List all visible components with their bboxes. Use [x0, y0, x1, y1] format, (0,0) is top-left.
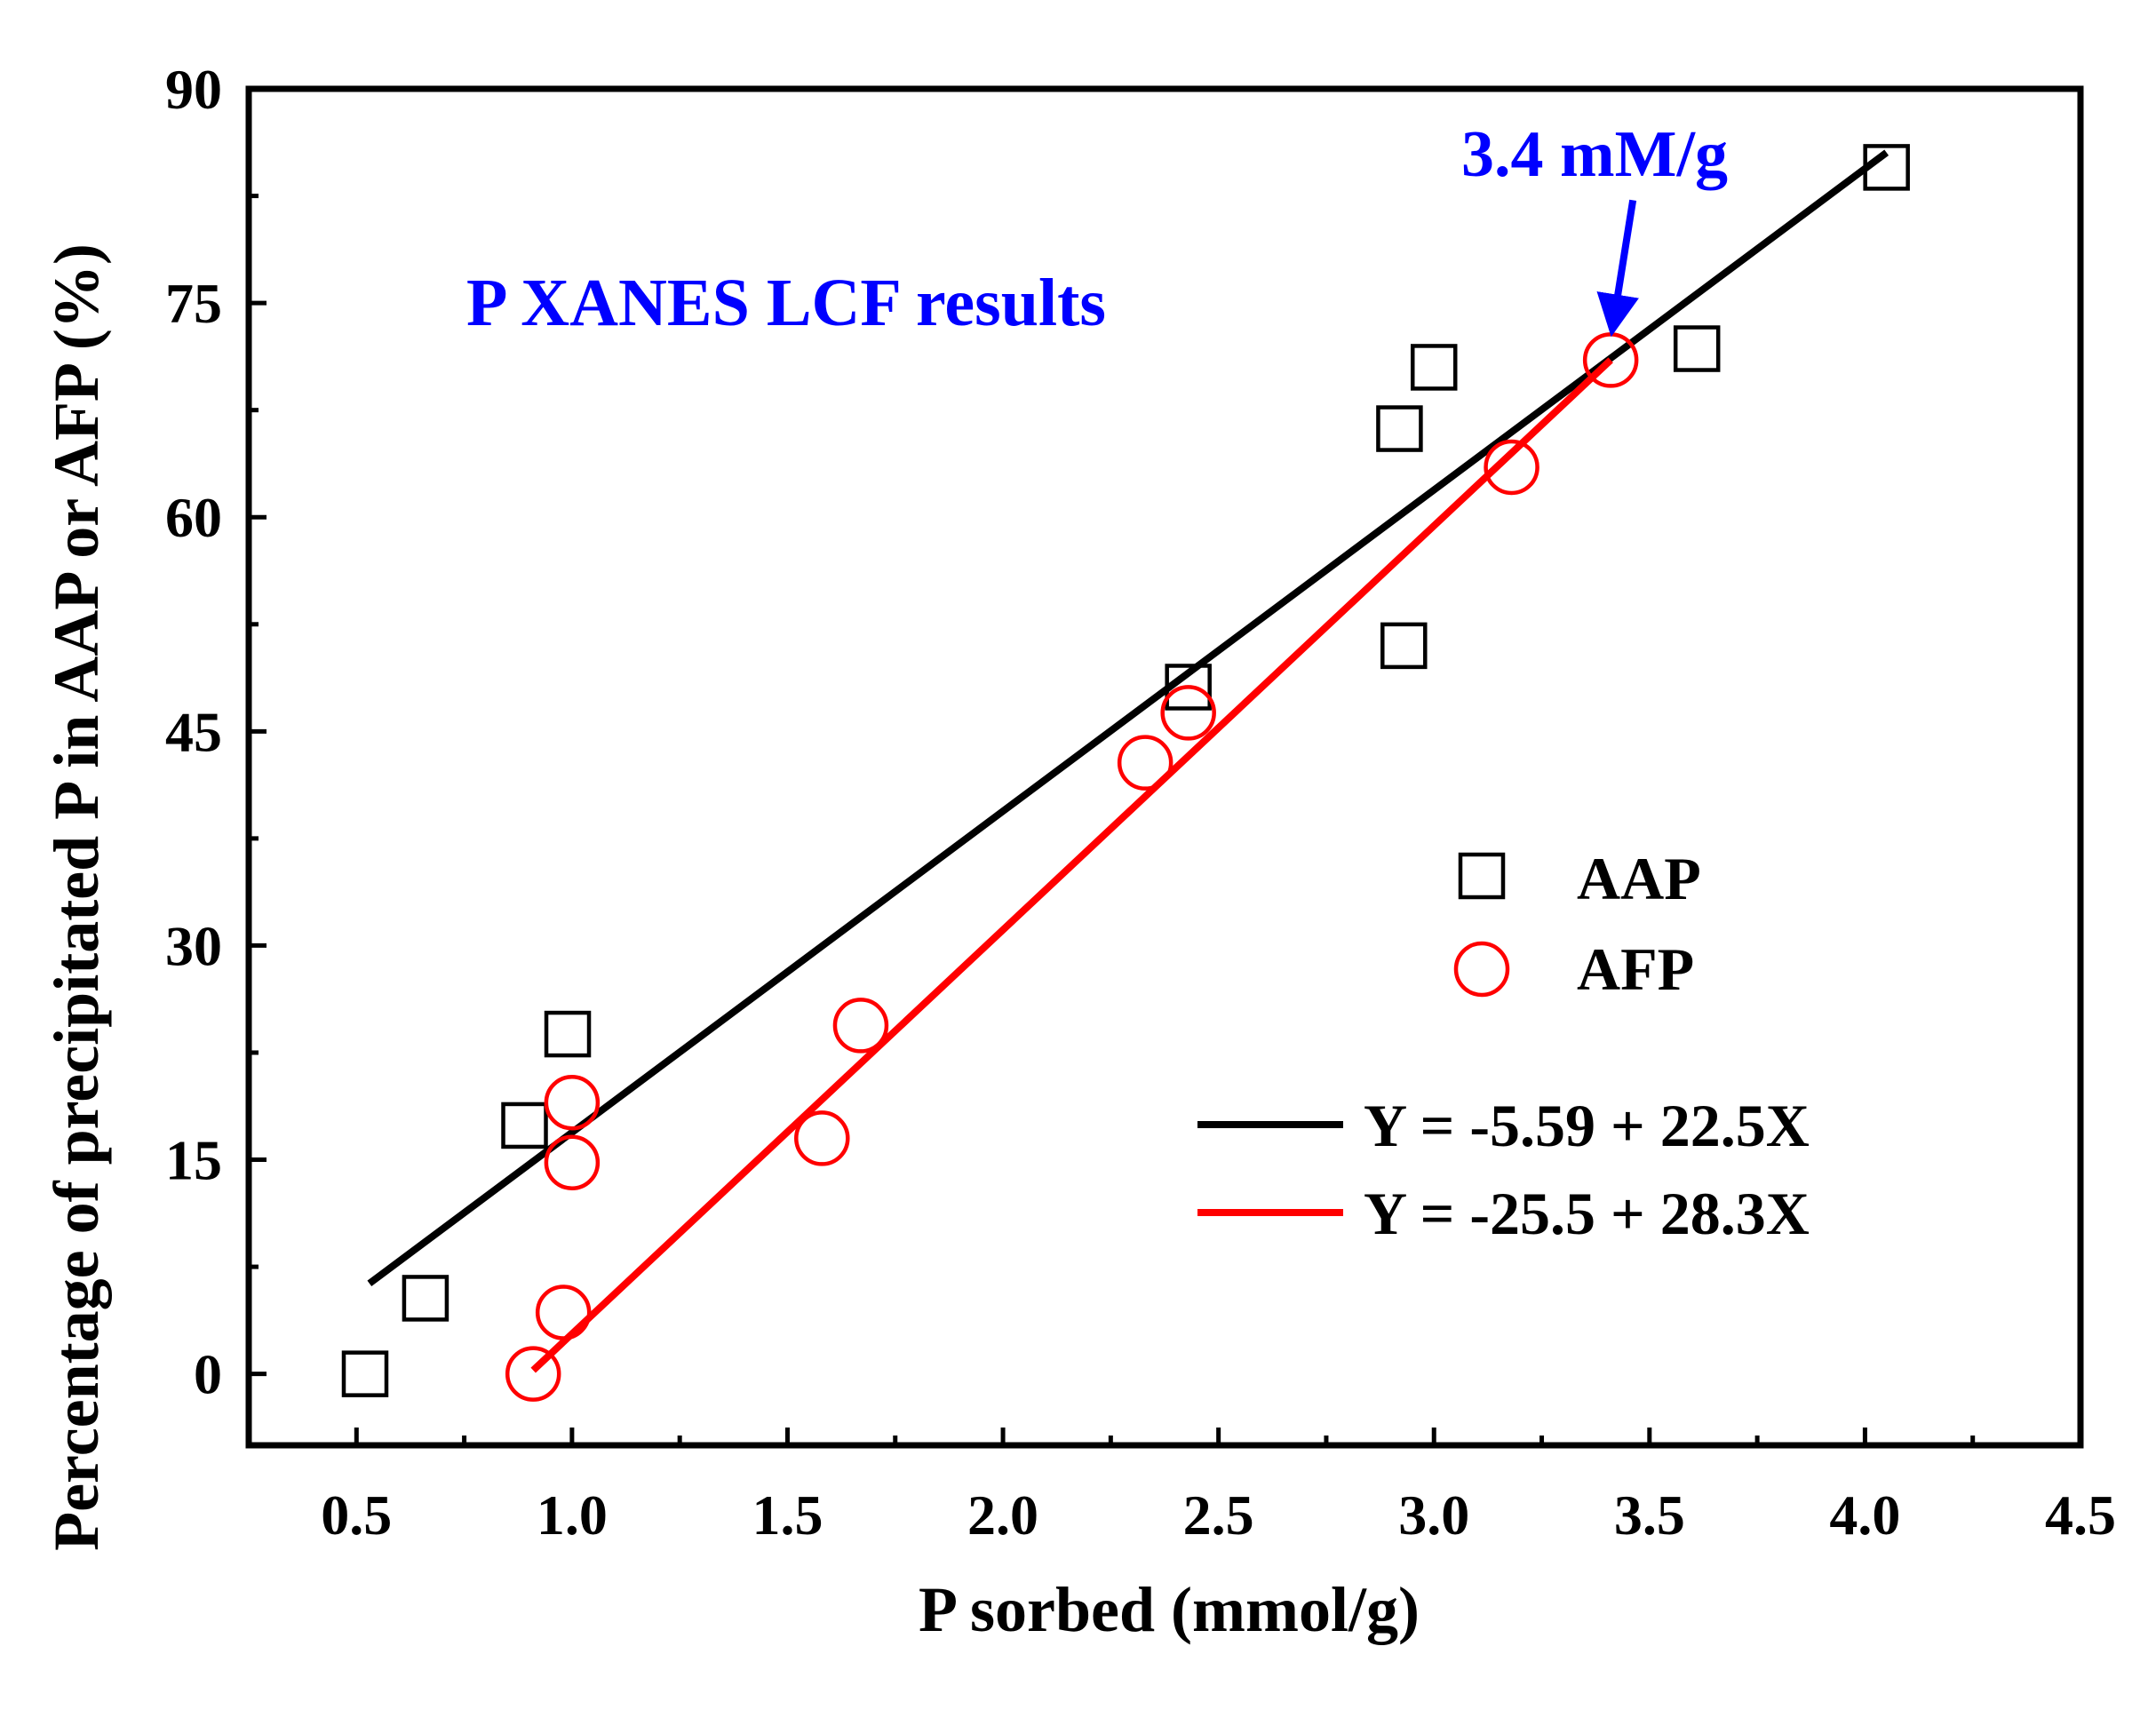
data-point-aap: [1380, 622, 1428, 670]
x-tick-label: 2.0: [967, 1483, 1038, 1547]
x-tick-label: 2.5: [1183, 1483, 1254, 1547]
data-point-aap: [1376, 405, 1423, 452]
x-tick-label: 1.5: [752, 1483, 823, 1547]
data-point-afp: [544, 1134, 601, 1190]
fit-lines: [367, 149, 1889, 1373]
data-point-afp: [1160, 685, 1216, 741]
x-tick-label: 4.0: [1829, 1483, 1900, 1547]
y-axis-label: Percentage of precipitated P in AAP or A…: [41, 243, 112, 1551]
legend-marker-afp: [1453, 941, 1510, 998]
legend-label-afp: AFP: [1577, 935, 1694, 1003]
x-tick-label: 1.0: [537, 1483, 608, 1547]
data-point-aap: [1410, 344, 1458, 391]
data-point-aap: [544, 1010, 592, 1058]
y-tick-label: 45: [165, 700, 222, 763]
legend: AAP AFP Y = -5.59 + 22.5X Y = -25.5 + 28…: [1197, 845, 1810, 1247]
fit-line-afp: [530, 357, 1613, 1373]
y-tick-label: 75: [165, 272, 222, 335]
data-point-afp: [794, 1110, 850, 1166]
axis-ticks: 0.5 1.0 1.5 2.0 2.5 3.0 3.5 4.0 4.5 0 15 30 45 60 75 90: [165, 58, 2116, 1547]
chart-title: P XANES LCF results: [466, 266, 1106, 340]
data-point-afp: [832, 998, 889, 1054]
x-axis-label: P sorbed (mmol/g): [919, 1574, 1420, 1645]
data-point-aap: [341, 1350, 389, 1397]
data-point-afp: [1484, 439, 1539, 496]
data-point-afp: [544, 1074, 601, 1131]
annotation-arrow: [1596, 199, 1639, 338]
fit-line-aap: [367, 149, 1889, 1287]
plot-frame: [245, 85, 2084, 1449]
data-point-aap: [1165, 664, 1212, 711]
data-point-afp: [1117, 735, 1173, 791]
data-point-afp: [505, 1346, 561, 1402]
legend-label-afp-fit: Y = -25.5 + 28.3X: [1364, 1180, 1810, 1247]
data-point-aap: [1863, 144, 1910, 191]
data-point-aap: [402, 1275, 449, 1322]
legend-marker-aap: [1458, 852, 1506, 900]
y-tick-label: 0: [194, 1343, 222, 1406]
y-tick-label: 90: [165, 58, 222, 121]
x-tick-label: 3.0: [1398, 1483, 1469, 1547]
y-tick-label: 15: [165, 1129, 222, 1192]
data-point-aap: [1673, 325, 1721, 372]
y-tick-label: 30: [165, 914, 222, 977]
x-tick-label: 3.5: [1614, 1483, 1685, 1547]
x-tick-label: 4.5: [2045, 1483, 2116, 1547]
data-point-aap: [501, 1102, 548, 1149]
x-tick-label: 0.5: [321, 1483, 392, 1547]
data-points: [341, 144, 1910, 1402]
legend-label-aap: AAP: [1577, 845, 1701, 912]
y-tick-label: 60: [165, 486, 222, 549]
data-point-afp: [535, 1284, 592, 1340]
annotation-label: 3.4 mM/g: [1461, 118, 1728, 191]
legend-label-aap-fit: Y = -5.59 + 22.5X: [1364, 1092, 1810, 1159]
